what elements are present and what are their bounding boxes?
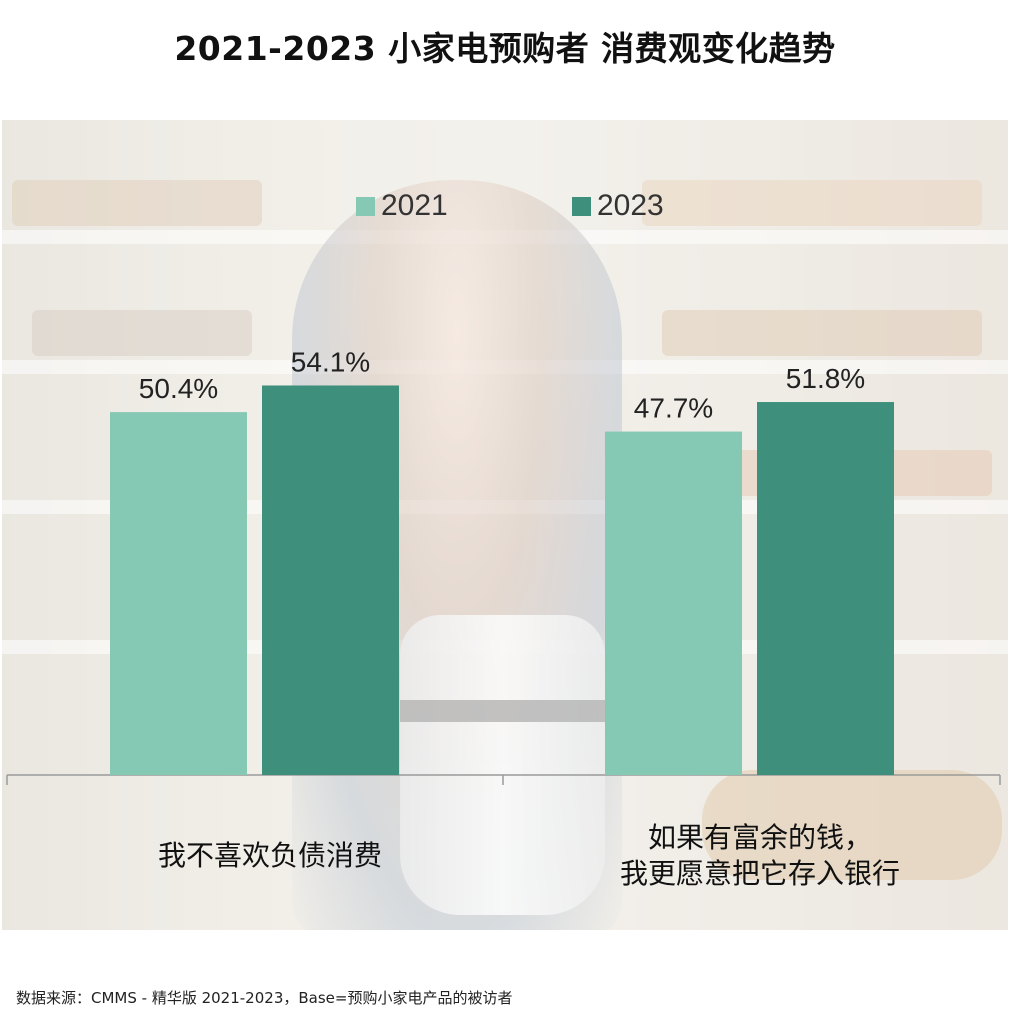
basket: [702, 770, 1002, 880]
bar-2021-0: [110, 412, 247, 775]
data-label-2021-0: 50.4%: [139, 373, 218, 404]
bar-2023-0: [262, 385, 399, 775]
legend-label-2021: 2021: [381, 189, 448, 222]
chart-legend: 2021 2023: [0, 186, 1010, 226]
legend-item-2023: 2023: [572, 186, 664, 226]
shelf-goods: [642, 180, 982, 226]
data-label-2023-0: 54.1%: [291, 346, 370, 377]
source-note: 数据来源：CMMS - 精华版 2021-2023，Base=预购小家电产品的被…: [16, 989, 513, 1007]
category-label-0: 我不喜欢负债消费: [30, 838, 510, 874]
shelf-goods: [32, 310, 252, 356]
legend-item-2021: 2021: [356, 186, 448, 226]
chart-title: 2021-2023 小家电预购者 消费观变化趋势: [174, 29, 836, 68]
category-label-line: 如果有富余的钱，: [647, 821, 872, 854]
shelf-goods: [662, 310, 982, 356]
data-label-2023-1: 51.8%: [786, 363, 865, 394]
legend-swatch-2023: [572, 196, 591, 216]
shelf-goods: [12, 180, 262, 226]
data-label-2021-1: 47.7%: [634, 393, 713, 424]
bar-2021-1: [605, 431, 742, 775]
category-label-1: 如果有富余的钱， 我更愿意把它存入银行: [520, 820, 1000, 892]
category-label-line: 我更愿意把它存入银行: [619, 857, 900, 890]
legend-swatch-2021: [356, 196, 375, 216]
bar-2023-1: [757, 402, 894, 775]
legend-label-2023: 2023: [597, 189, 664, 222]
appliance-band: [400, 700, 605, 722]
appliance-image: [400, 615, 605, 915]
category-label-line: 我不喜欢负债消费: [157, 839, 382, 872]
